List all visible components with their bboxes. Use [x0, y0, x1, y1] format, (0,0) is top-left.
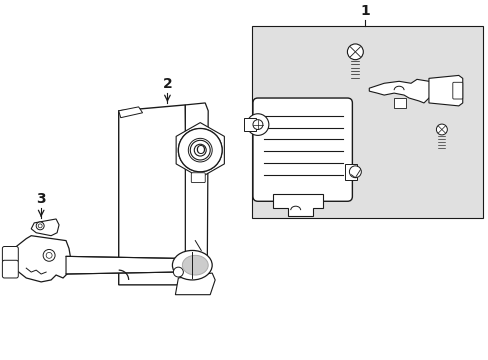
Bar	[345, 164, 357, 180]
Polygon shape	[368, 79, 433, 103]
Circle shape	[38, 224, 42, 228]
Text: O: O	[195, 144, 205, 157]
FancyBboxPatch shape	[2, 260, 18, 278]
Circle shape	[435, 124, 447, 135]
Circle shape	[190, 140, 210, 160]
Circle shape	[36, 222, 44, 230]
Polygon shape	[119, 107, 142, 118]
Polygon shape	[66, 256, 175, 274]
Circle shape	[178, 129, 222, 172]
Circle shape	[178, 129, 222, 172]
FancyBboxPatch shape	[191, 173, 205, 183]
Polygon shape	[185, 103, 208, 285]
Circle shape	[194, 144, 206, 156]
Circle shape	[43, 249, 55, 261]
Polygon shape	[31, 219, 59, 236]
Bar	[244, 118, 255, 131]
Polygon shape	[175, 273, 215, 295]
Circle shape	[252, 120, 263, 130]
Polygon shape	[428, 75, 462, 106]
Circle shape	[349, 166, 361, 178]
Ellipse shape	[182, 255, 208, 275]
Polygon shape	[176, 123, 224, 178]
Polygon shape	[272, 194, 322, 216]
Text: 3: 3	[36, 192, 46, 206]
Bar	[251, 26, 482, 218]
Ellipse shape	[172, 251, 212, 280]
FancyBboxPatch shape	[452, 82, 462, 99]
Polygon shape	[9, 236, 71, 282]
FancyBboxPatch shape	[2, 247, 18, 262]
Circle shape	[173, 267, 183, 277]
Circle shape	[346, 44, 363, 60]
Bar	[393, 98, 405, 108]
Text: 1: 1	[360, 4, 369, 18]
Circle shape	[188, 138, 212, 162]
Circle shape	[246, 114, 268, 135]
FancyBboxPatch shape	[252, 98, 352, 201]
Text: 2: 2	[162, 77, 172, 91]
Polygon shape	[119, 105, 187, 285]
Circle shape	[46, 252, 52, 258]
